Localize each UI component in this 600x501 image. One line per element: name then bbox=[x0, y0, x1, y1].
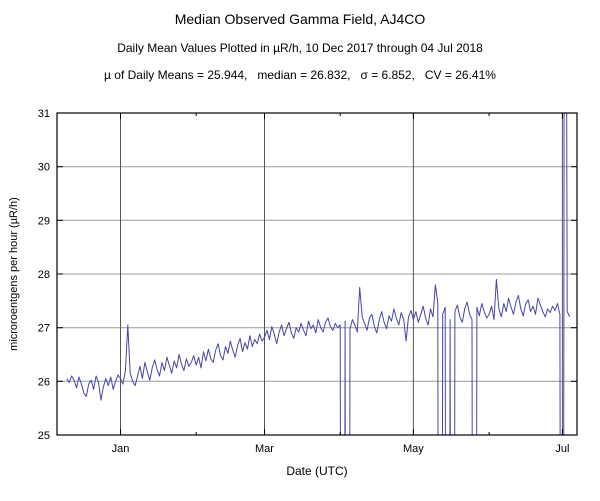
y-tick-label: 30 bbox=[38, 162, 50, 174]
x-tick-label: Jan bbox=[112, 443, 130, 455]
y-tick-label: 31 bbox=[38, 108, 50, 120]
y-tick-label: 26 bbox=[38, 376, 50, 388]
y-axis-title: microroentgens per hour (µR/h) bbox=[8, 197, 20, 351]
y-tick-label: 25 bbox=[38, 430, 50, 442]
x-tick-label: May bbox=[403, 443, 424, 455]
figure-stats-line: µ of Daily Means = 25.944, median = 26.8… bbox=[104, 68, 496, 82]
x-axis-title: Date (UTC) bbox=[286, 464, 347, 478]
y-tick-label: 27 bbox=[38, 323, 50, 335]
data-series-line bbox=[66, 113, 571, 435]
y-tick-label: 29 bbox=[38, 215, 50, 227]
x-tick-label: Jul bbox=[555, 443, 569, 455]
y-tick-label: 28 bbox=[38, 269, 50, 281]
x-tick-label: Mar bbox=[255, 443, 274, 455]
gamma-field-line-chart: microroentgens per hour (µR/h) Date (UTC… bbox=[8, 108, 578, 478]
figure-subtitle: Daily Mean Values Plotted in µR/h, 10 De… bbox=[117, 41, 483, 55]
figure-title: Median Observed Gamma Field, AJ4CO bbox=[174, 11, 426, 27]
